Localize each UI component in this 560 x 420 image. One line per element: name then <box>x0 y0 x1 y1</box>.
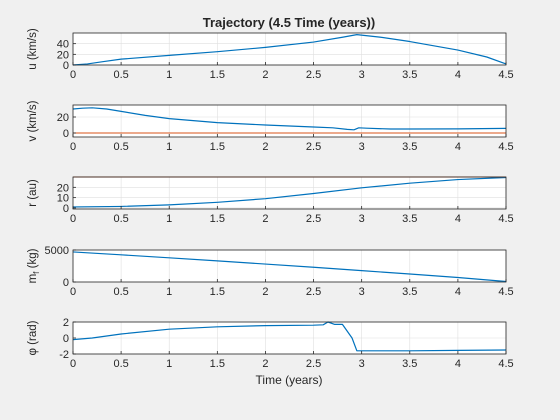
x-tick-label: 2 <box>262 213 268 225</box>
series-line <box>72 107 507 131</box>
x-tick-label: 2.5 <box>306 286 321 298</box>
y-tick-label: 0 <box>63 277 69 289</box>
x-tick-label: 4.5 <box>498 286 513 298</box>
x-tick-label: 3 <box>359 286 365 298</box>
x-tick-label: 4 <box>455 286 461 298</box>
axes-background <box>73 33 506 65</box>
x-tick-label: 0.5 <box>113 358 128 370</box>
axes-background <box>73 105 506 137</box>
x-tick-label: 0 <box>70 286 76 298</box>
x-tick-label: 2 <box>262 69 268 81</box>
x-tick-label: 1 <box>166 358 172 370</box>
series-line <box>72 176 507 208</box>
x-tick-label: 3 <box>359 358 365 370</box>
x-tick-label: 0.5 <box>113 141 128 153</box>
x-tick-label: 3.5 <box>402 358 417 370</box>
x-tick-label: 2 <box>262 141 268 153</box>
x-tick-label: 1.5 <box>210 358 225 370</box>
x-tick-label: 1 <box>166 213 172 225</box>
subplot-4: 0 0.5 1 1.5 2 2.5 3 3.5 4 4.5 0 5000 mf (kg) <box>27 245 514 298</box>
series-line <box>72 33 507 66</box>
x-tick-label: 3 <box>359 69 365 81</box>
x-tick-label: 3.5 <box>402 213 417 225</box>
x-tick-label: 0 <box>70 69 76 81</box>
y-tick-label: 20 <box>57 49 69 61</box>
x-tick-label: 2.5 <box>306 358 321 370</box>
axes-box <box>72 176 507 210</box>
x-tick-label: 4.5 <box>498 358 513 370</box>
axes-box <box>72 104 507 138</box>
x-tick-label: 1 <box>166 286 172 298</box>
y-tick-label: 5000 <box>45 245 69 257</box>
y-axis-label: v (km/s) <box>27 100 39 141</box>
axes-box <box>72 32 507 66</box>
y-axis-label: r (au) <box>27 179 39 207</box>
x-tick-label: 0 <box>70 213 76 225</box>
y-tick-label: 0 <box>63 333 69 345</box>
x-tick-label: 3.5 <box>402 141 417 153</box>
y-tick-label: 40 <box>57 39 69 51</box>
y-tick-label: 20 <box>57 112 69 124</box>
y-tick-label: 2 <box>63 317 69 329</box>
x-tick-label: 1.5 <box>210 141 225 153</box>
x-tick-label: 1 <box>166 141 172 153</box>
x-tick-label: 2.5 <box>306 141 321 153</box>
x-tick-label: 3.5 <box>402 69 417 81</box>
x-tick-label: 0.5 <box>113 286 128 298</box>
x-tick-label: 4.5 <box>498 141 513 153</box>
x-tick-label: 2 <box>262 286 268 298</box>
y-axis-label: φ (rad) <box>27 320 39 355</box>
x-tick-label: 4 <box>455 213 461 225</box>
x-tick-label: 3 <box>359 213 365 225</box>
series-line <box>72 251 507 283</box>
x-tick-label: 4 <box>455 358 461 370</box>
x-tick-label: 1 <box>166 69 172 81</box>
y-tick-label: -2 <box>59 349 69 361</box>
x-tick-label: 0.5 <box>113 69 128 81</box>
x-tick-label: 1.5 <box>210 213 225 225</box>
x-tick-label: 0 <box>70 358 76 370</box>
x-tick-label: 1.5 <box>210 69 225 81</box>
x-tick-label: 1.5 <box>210 286 225 298</box>
x-tick-label: 4 <box>455 141 461 153</box>
y-axis-label: mf (kg) <box>27 248 41 283</box>
y-tick-label: 0 <box>63 128 69 140</box>
x-tick-label: 0.5 <box>113 213 128 225</box>
x-tick-label: 2.5 <box>306 69 321 81</box>
subplot-2: 0 0.5 1 1.5 2 2.5 3 3.5 4 4.5 0 20 v (km/s) <box>27 100 514 153</box>
x-tick-label: 3.5 <box>402 286 417 298</box>
x-tick-label: 3 <box>359 141 365 153</box>
y-tick-label: 0 <box>63 203 69 215</box>
x-tick-label: 0 <box>70 141 76 153</box>
x-tick-label: 2 <box>262 358 268 370</box>
x-tick-label: 4.5 <box>498 69 513 81</box>
y-tick-label: 10 <box>57 193 69 205</box>
y-tick-label: 20 <box>57 182 69 194</box>
y-axis-label: u (km/s) <box>27 28 39 70</box>
x-tick-label: 2.5 <box>306 213 321 225</box>
axes-background <box>73 177 506 209</box>
y-tick-label: 0 <box>63 60 69 72</box>
figure-title: Trajectory (4.5 Time (years)) <box>203 15 375 30</box>
x-axis-label: Time (years) <box>256 373 323 387</box>
x-tick-label: 4.5 <box>498 213 513 225</box>
x-tick-label: 4 <box>455 69 461 81</box>
axes-box <box>72 249 507 283</box>
